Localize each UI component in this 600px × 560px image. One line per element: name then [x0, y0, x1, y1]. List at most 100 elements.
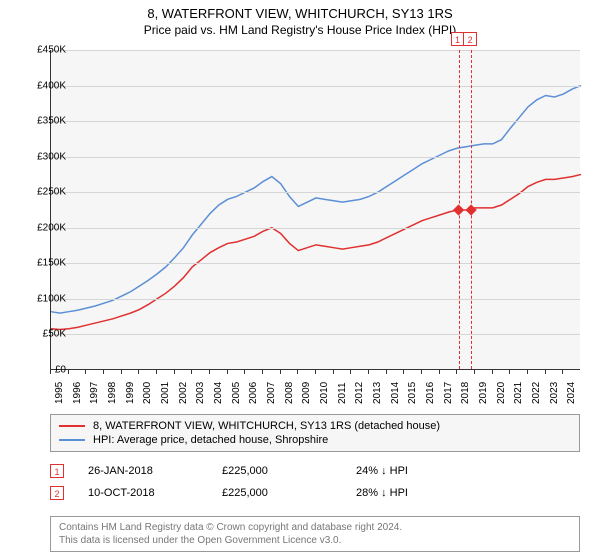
- chart-title-main: 8, WATERFRONT VIEW, WHITCHURCH, SY13 1RS: [0, 0, 600, 21]
- footnote: Contains HM Land Registry data © Crown c…: [50, 516, 580, 552]
- footnote-line2: This data is licensed under the Open Gov…: [59, 534, 571, 547]
- legend-label: 8, WATERFRONT VIEW, WHITCHURCH, SY13 1RS…: [93, 420, 440, 432]
- x-tick: [527, 370, 528, 374]
- x-axis-label: 2000: [142, 382, 153, 404]
- legend-label: HPI: Average price, detached house, Shro…: [93, 434, 328, 446]
- transaction-date: 10-OCT-2018: [88, 487, 198, 499]
- x-tick: [386, 370, 387, 374]
- transaction-date: 26-JAN-2018: [88, 465, 198, 477]
- chart-svg: [51, 50, 580, 369]
- gridline: [51, 263, 580, 264]
- gridline: [51, 299, 580, 300]
- y-axis-label: £0: [20, 365, 66, 376]
- transaction-row: 2 10-OCT-2018 £225,000 28% ↓ HPI: [50, 482, 580, 504]
- x-tick: [50, 370, 51, 374]
- x-tick: [315, 370, 316, 374]
- x-axis-label: 2019: [478, 382, 489, 404]
- transaction-diff: 28% ↓ HPI: [356, 487, 466, 499]
- x-tick: [85, 370, 86, 374]
- x-tick: [262, 370, 263, 374]
- x-tick: [421, 370, 422, 374]
- x-axis-label: 2021: [513, 382, 524, 404]
- x-axis-label: 2002: [178, 382, 189, 404]
- x-axis-label: 1999: [125, 382, 136, 404]
- transactions-table: 126-JAN-2018£225,00024% ↓ HPI210-OCT-201…: [50, 460, 580, 504]
- x-axis-label: 2017: [443, 382, 454, 404]
- x-tick: [333, 370, 334, 374]
- transaction-price: £225,000: [222, 487, 332, 499]
- x-tick: [368, 370, 369, 374]
- x-axis-label: 2020: [496, 382, 507, 404]
- x-tick: [68, 370, 69, 374]
- x-axis-label: 2013: [372, 382, 383, 404]
- y-axis-label: £450K: [20, 45, 66, 56]
- x-axis-label: 1997: [89, 382, 100, 404]
- x-axis-label: 2018: [460, 382, 471, 404]
- transaction-vline: [471, 50, 472, 369]
- x-tick: [280, 370, 281, 374]
- x-axis-label: 2004: [213, 382, 224, 404]
- x-axis-label: 1996: [72, 382, 83, 404]
- x-tick: [244, 370, 245, 374]
- y-axis-label: £100K: [20, 293, 66, 304]
- transaction-marker-label: 2: [463, 32, 477, 46]
- x-axis-label: 2014: [390, 382, 401, 404]
- chart-title-sub: Price paid vs. HM Land Registry's House …: [0, 21, 600, 37]
- x-axis-label: 2003: [195, 382, 206, 404]
- transaction-row: 126-JAN-2018£225,00024% ↓ HPI: [50, 460, 580, 482]
- x-axis-label: 2005: [231, 382, 242, 404]
- gridline: [51, 50, 580, 51]
- transaction-index-marker: 1: [50, 464, 64, 478]
- gridline: [51, 192, 580, 193]
- x-tick: [156, 370, 157, 374]
- footnote-line1: Contains HM Land Registry data © Crown c…: [59, 521, 571, 534]
- x-tick: [121, 370, 122, 374]
- gridline: [51, 121, 580, 122]
- x-axis-label: 1995: [54, 382, 65, 404]
- y-axis-label: £400K: [20, 80, 66, 91]
- legend-swatch: [59, 439, 85, 441]
- x-axis-label: 2006: [248, 382, 259, 404]
- chart-container: 8, WATERFRONT VIEW, WHITCHURCH, SY13 1RS…: [0, 0, 600, 560]
- x-tick: [545, 370, 546, 374]
- x-axis-label: 2024: [566, 382, 577, 404]
- transaction-index-marker: 2: [50, 486, 64, 500]
- legend-item: 8, WATERFRONT VIEW, WHITCHURCH, SY13 1RS…: [59, 419, 571, 433]
- x-tick: [474, 370, 475, 374]
- x-tick: [227, 370, 228, 374]
- x-axis-label: 2023: [549, 382, 560, 404]
- x-axis-label: 2009: [301, 382, 312, 404]
- x-tick: [439, 370, 440, 374]
- x-axis-label: 2008: [284, 382, 295, 404]
- x-axis-label: 2022: [531, 382, 542, 404]
- y-axis-label: £200K: [20, 222, 66, 233]
- x-axis-label: 2016: [425, 382, 436, 404]
- gridline: [51, 334, 580, 335]
- x-tick: [138, 370, 139, 374]
- plot-area: [50, 50, 580, 370]
- legend: 8, WATERFRONT VIEW, WHITCHURCH, SY13 1RS…: [50, 414, 580, 452]
- x-tick: [456, 370, 457, 374]
- gridline: [51, 86, 580, 87]
- x-tick: [562, 370, 563, 374]
- legend-swatch: [59, 425, 85, 427]
- x-axis-label: 2011: [337, 382, 348, 404]
- x-tick: [350, 370, 351, 374]
- y-axis-label: £350K: [20, 116, 66, 127]
- transaction-price: £225,000: [222, 465, 332, 477]
- y-axis-label: £300K: [20, 151, 66, 162]
- x-tick: [297, 370, 298, 374]
- x-tick: [403, 370, 404, 374]
- transaction-vline: [459, 50, 460, 369]
- x-tick: [492, 370, 493, 374]
- x-axis-label: 2007: [266, 382, 277, 404]
- y-axis-label: £150K: [20, 258, 66, 269]
- x-axis-label: 2012: [354, 382, 365, 404]
- x-axis-label: 1998: [107, 382, 118, 404]
- gridline: [51, 228, 580, 229]
- x-tick: [509, 370, 510, 374]
- x-axis-label: 2001: [160, 382, 171, 404]
- x-tick: [209, 370, 210, 374]
- y-axis-label: £250K: [20, 187, 66, 198]
- y-axis-label: £50K: [20, 329, 66, 340]
